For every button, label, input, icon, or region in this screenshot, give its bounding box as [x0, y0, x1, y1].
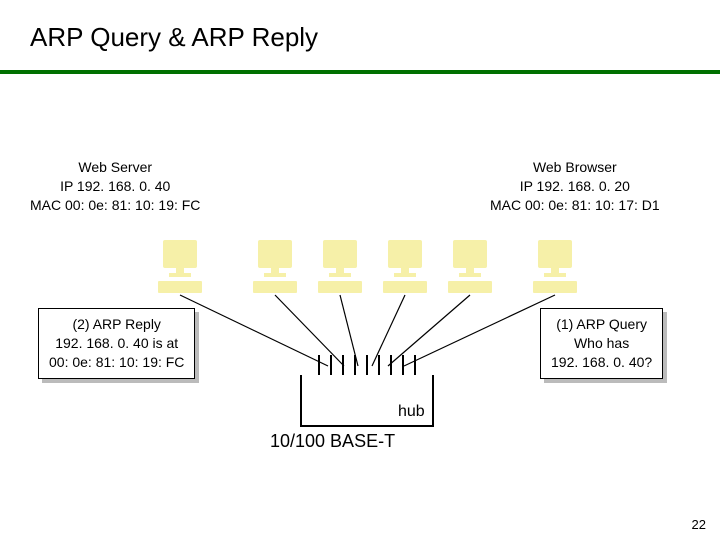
computer-icon: [445, 240, 495, 300]
browser-mac: MAC 00: 0e: 81: 10: 17: D1: [490, 197, 660, 213]
computer-icon: [380, 240, 430, 300]
slide-number: 22: [692, 517, 706, 532]
arp-query-box: (1) ARP Query Who has 192. 168. 0. 40?: [540, 308, 663, 379]
query-l2: Who has: [574, 335, 629, 351]
computer-icon: [315, 240, 365, 300]
net-label: 10/100 BASE-T: [270, 431, 395, 452]
computer-icon: [250, 240, 300, 300]
page-title: ARP Query & ARP Reply: [30, 22, 318, 53]
title-rule: [0, 70, 720, 74]
server-ip: IP 192. 168. 0. 40: [60, 178, 170, 194]
reply-l3: 00: 0e: 81: 10: 19: FC: [49, 354, 184, 370]
reply-l2: 192. 168. 0. 40 is at: [55, 335, 178, 351]
query-l1: (1) ARP Query: [556, 316, 647, 332]
computer-icon: [530, 240, 580, 300]
hub-label: hub: [398, 403, 425, 421]
query-l3: 192. 168. 0. 40?: [551, 354, 652, 370]
browser-name: Web Browser: [533, 159, 617, 175]
reply-l1: (2) ARP Reply: [72, 316, 160, 332]
arp-reply-box: (2) ARP Reply 192. 168. 0. 40 is at 00: …: [38, 308, 195, 379]
server-mac: MAC 00: 0e: 81: 10: 19: FC: [30, 197, 200, 213]
server-name: Web Server: [78, 159, 152, 175]
browser-label: Web Browser IP 192. 168. 0. 20 MAC 00: 0…: [490, 158, 660, 215]
server-label: Web Server IP 192. 168. 0. 40 MAC 00: 0e…: [30, 158, 200, 215]
browser-ip: IP 192. 168. 0. 20: [520, 178, 630, 194]
computer-icon: [155, 240, 205, 300]
